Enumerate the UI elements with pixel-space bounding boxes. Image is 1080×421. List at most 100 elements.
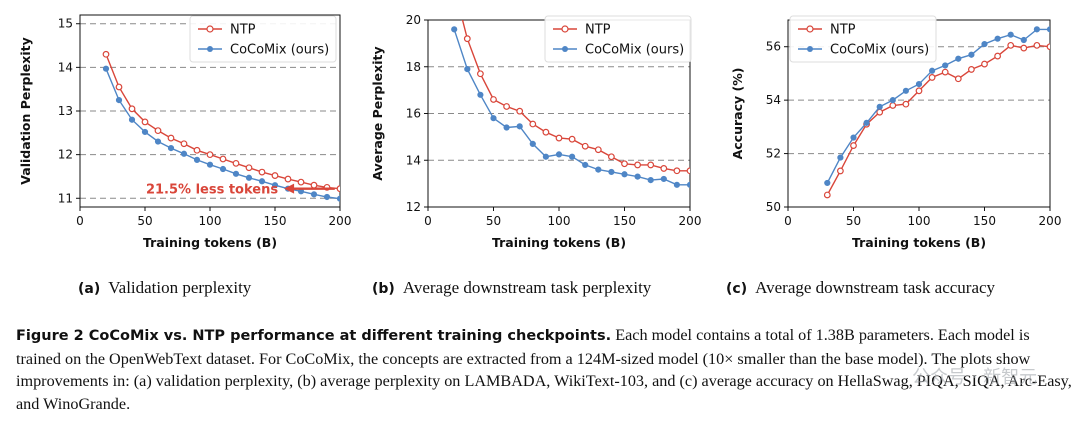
x-tick-label: 0 <box>784 214 792 228</box>
series-line-cocomix <box>105 68 340 200</box>
legend-marker-ntp <box>806 25 814 33</box>
y-tick-label: 52 <box>766 147 781 161</box>
x-tick-label: 150 <box>264 214 287 228</box>
data-point-ntp <box>555 134 563 142</box>
y-tick-label: 11 <box>58 191 73 205</box>
data-point-ntp <box>889 102 897 109</box>
data-point-cocomix <box>167 144 175 152</box>
data-point-cocomix <box>850 134 857 141</box>
data-point-cocomix <box>245 174 253 181</box>
x-axis-title: Training tokens (B) <box>143 235 277 250</box>
data-point-ntp <box>297 178 305 186</box>
x-axis-title: Training tokens (B) <box>492 235 626 250</box>
data-point-cocomix <box>621 171 628 178</box>
data-point-cocomix <box>258 178 266 185</box>
data-point-cocomix <box>660 175 667 183</box>
data-point-cocomix <box>555 151 563 158</box>
subcaption-a-text: Validation perplexity <box>108 278 252 297</box>
data-point-ntp <box>686 167 690 175</box>
data-point-cocomix <box>1020 36 1027 44</box>
data-point-ntp <box>206 151 214 159</box>
data-point-ntp <box>823 191 831 199</box>
x-tick-label: 200 <box>329 214 352 228</box>
x-tick-label: 50 <box>137 214 152 228</box>
x-tick-label: 100 <box>908 214 931 228</box>
legend-label-ntp: NTP <box>585 23 611 38</box>
data-point-cocomix <box>490 115 497 122</box>
legend-marker-ntp <box>561 25 569 33</box>
data-point-ntp <box>245 164 253 172</box>
data-point-cocomix <box>232 170 240 177</box>
data-point-cocomix <box>902 87 909 94</box>
data-point-cocomix <box>915 81 923 88</box>
data-point-cocomix <box>994 35 1001 42</box>
y-tick-label: 16 <box>406 107 421 121</box>
data-point-cocomix <box>477 91 484 98</box>
data-point-cocomix <box>634 173 641 180</box>
data-point-cocomix <box>529 140 536 147</box>
data-point-cocomix <box>323 193 331 201</box>
data-point-cocomix <box>154 138 162 145</box>
data-point-ntp <box>193 146 201 154</box>
data-point-ntp <box>1020 44 1028 52</box>
subcaption-b-tag: (b) <box>372 281 395 297</box>
data-point-ntp <box>310 181 318 189</box>
x-tick-label: 100 <box>199 214 222 228</box>
annotation-arrow-head <box>284 183 295 194</box>
data-point-cocomix <box>968 51 975 58</box>
data-point-cocomix <box>1007 31 1014 38</box>
data-point-ntp <box>836 167 844 175</box>
x-tick-label: 0 <box>424 214 432 228</box>
legend-label-cocomix: CoCoMix (ours) <box>230 43 329 58</box>
data-point-cocomix <box>837 154 844 161</box>
data-point-cocomix <box>102 65 110 72</box>
data-point-cocomix <box>582 161 589 169</box>
data-point-ntp <box>850 142 857 149</box>
plot-area <box>451 20 690 188</box>
data-point-cocomix <box>824 179 831 187</box>
data-point-cocomix <box>942 62 949 69</box>
watermark: 公众号 · 新智元 <box>912 367 1038 388</box>
data-point-ntp <box>336 185 340 193</box>
data-point-ntp <box>941 68 949 76</box>
data-point-ntp <box>647 161 655 169</box>
data-point-ntp <box>258 168 266 176</box>
y-tick-label: 20 <box>406 13 421 27</box>
data-point-ntp <box>981 60 988 68</box>
figure-caption-text: Each model contains a total of 1.38B par… <box>16 326 1072 413</box>
data-point-ntp <box>634 161 642 169</box>
x-tick-label: 0 <box>76 214 84 228</box>
legend-box <box>789 15 937 63</box>
data-point-cocomix <box>503 124 510 131</box>
x-axis-title: Training tokens (B) <box>852 235 986 250</box>
legend-marker-ntp <box>206 25 214 33</box>
data-point-ntp <box>503 103 511 110</box>
y-tick-label: 18 <box>406 60 421 74</box>
data-point-ntp <box>594 146 602 154</box>
data-point-cocomix <box>115 96 123 104</box>
data-point-ntp <box>607 153 615 161</box>
plot-area <box>823 26 1050 199</box>
data-point-ntp <box>542 128 550 136</box>
data-point-ntp <box>516 107 524 115</box>
data-point-ntp <box>1046 43 1050 51</box>
data-point-ntp <box>902 100 910 108</box>
data-point-cocomix <box>219 165 227 173</box>
y-tick-label: 14 <box>58 60 73 74</box>
data-point-cocomix <box>141 128 149 136</box>
data-point-cocomix <box>595 166 602 173</box>
data-point-cocomix <box>876 103 883 110</box>
subcaption-a-tag: (a) <box>78 281 101 297</box>
data-point-ntp <box>660 165 668 172</box>
y-tick-label: 56 <box>766 40 781 54</box>
data-point-ntp <box>115 83 123 91</box>
data-point-ntp <box>463 35 471 43</box>
data-point-cocomix <box>569 153 576 160</box>
legend-label-ntp: NTP <box>230 23 256 38</box>
data-point-ntp <box>490 96 497 103</box>
subcaption-c: (c) Average downstream task accuracy <box>726 278 995 298</box>
data-point-cocomix <box>647 177 654 184</box>
y-tick-label: 12 <box>406 200 421 214</box>
x-tick-label: 150 <box>973 214 996 228</box>
